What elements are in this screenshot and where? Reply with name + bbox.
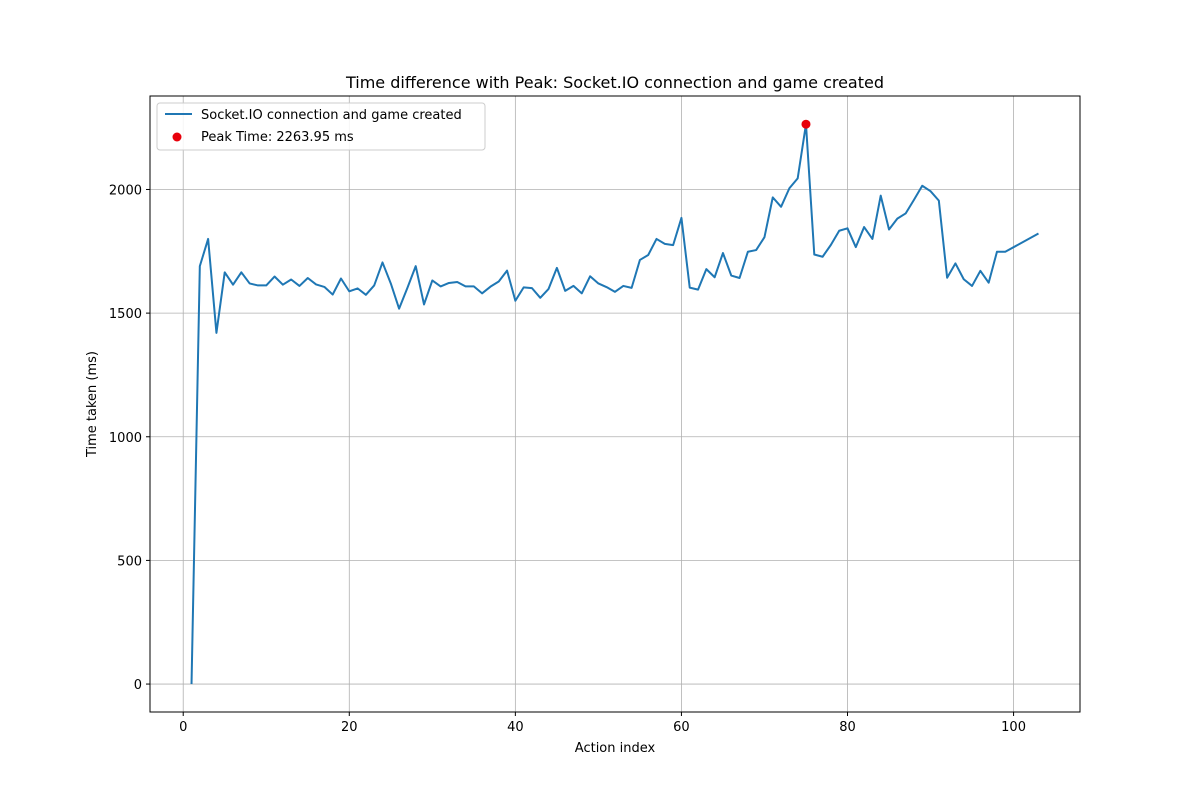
y-tick-label: 0 [134, 678, 142, 693]
legend-series-label: Socket.IO connection and game created [201, 108, 462, 123]
x-axis-label: Action index [575, 741, 656, 756]
x-tick-label: 60 [673, 720, 690, 735]
y-tick-label: 2000 [109, 183, 142, 198]
legend: Socket.IO connection and game created Pe… [156, 102, 486, 151]
y-tick-label: 1000 [109, 431, 142, 446]
y-axis-ticks: 0 500 1000 1500 2000 [109, 183, 150, 693]
x-tick-label: 40 [507, 720, 524, 735]
legend-peak-swatch [172, 132, 182, 142]
x-axis-ticks: 0 20 40 60 80 100 [179, 712, 1026, 735]
peak-point [801, 119, 811, 129]
chart-title: Time difference with Peak: Socket.IO con… [345, 73, 884, 92]
x-tick-label: 100 [1001, 720, 1026, 735]
x-tick-label: 80 [839, 720, 856, 735]
y-tick-label: 500 [117, 554, 142, 569]
plot-frame [149, 95, 1081, 713]
x-tick-label: 0 [179, 720, 187, 735]
legend-peak-label: Peak Time: 2263.95 ms [201, 130, 354, 145]
series-line [190, 123, 1039, 685]
gridlines [150, 96, 1080, 712]
y-tick-label: 1500 [109, 307, 142, 322]
x-tick-label: 20 [341, 720, 358, 735]
legend-box [156, 102, 486, 151]
y-axis-label: Time taken (ms) [85, 351, 100, 458]
plot-area [190, 119, 1039, 685]
